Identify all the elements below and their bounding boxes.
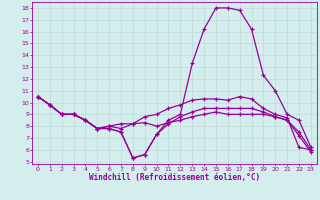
X-axis label: Windchill (Refroidissement éolien,°C): Windchill (Refroidissement éolien,°C) — [89, 173, 260, 182]
